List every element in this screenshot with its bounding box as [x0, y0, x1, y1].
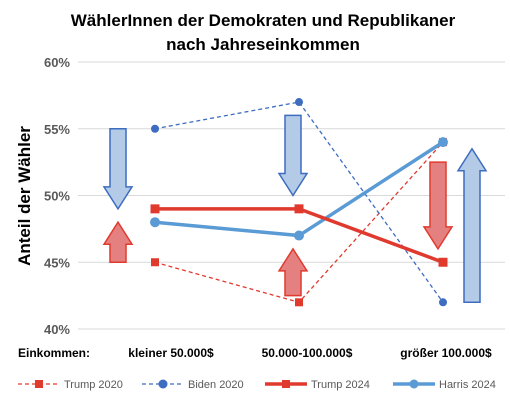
- y-tick-label: 60%: [44, 55, 70, 70]
- y-tick-label: 45%: [44, 255, 70, 270]
- series-marker: [151, 258, 159, 267]
- series-marker: [438, 257, 448, 267]
- change-arrow-up: [102, 220, 134, 263]
- y-tick-labels: 40% 45% 50% 55% 60%: [44, 55, 70, 337]
- series-marker: [295, 298, 303, 307]
- series-lines: [150, 98, 448, 307]
- legend-label: Trump 2020: [64, 379, 123, 391]
- x-tick-labels: kleiner 50.000$ 50.000-100.000$ größer 100…: [128, 346, 492, 360]
- series-marker: [150, 204, 160, 214]
- x-tick-label: größer 100.000$: [400, 346, 492, 360]
- change-arrow-down: [277, 114, 309, 197]
- legend-marker: [158, 379, 168, 389]
- series-marker: [151, 124, 159, 133]
- series-marker: [439, 298, 447, 307]
- legend-marker: [409, 379, 419, 389]
- y-tick-label: 55%: [44, 122, 70, 137]
- change-arrow-down: [422, 161, 454, 251]
- chart-title-line1: WählerInnen der Demokraten und Republika…: [71, 11, 456, 30]
- y-tick-label: 40%: [44, 322, 70, 337]
- series-line-biden-2020: [154, 101, 444, 303]
- chart-title-line2: nach Jahreseinkommen: [166, 35, 360, 54]
- legend: Trump 2020 Biden 2020 Trump 2024 Harris 202…: [18, 379, 496, 391]
- x-tick-label: kleiner 50.000$: [128, 346, 214, 360]
- series-marker: [438, 137, 448, 148]
- legend-marker: [282, 380, 290, 388]
- change-arrow-up: [456, 147, 488, 304]
- legend-label: Harris 2024: [439, 379, 496, 391]
- gridlines: [78, 61, 505, 330]
- legend-marker: [35, 380, 43, 388]
- legend-label: Biden 2020: [188, 379, 244, 391]
- series-marker: [295, 98, 303, 107]
- legend-label: Trump 2024: [311, 379, 370, 391]
- series-marker: [294, 230, 304, 241]
- change-arrow-up: [277, 247, 309, 297]
- y-tick-label: 50%: [44, 189, 70, 204]
- x-axis-prefix-label: Einkommen:: [18, 346, 90, 360]
- y-axis-label: Anteil der Wähler: [15, 126, 34, 266]
- series-marker: [294, 204, 304, 214]
- change-arrows: [102, 114, 488, 304]
- series-marker: [150, 217, 160, 228]
- x-tick-label: 50.000-100.000$: [262, 346, 353, 360]
- change-arrow-down: [102, 128, 134, 211]
